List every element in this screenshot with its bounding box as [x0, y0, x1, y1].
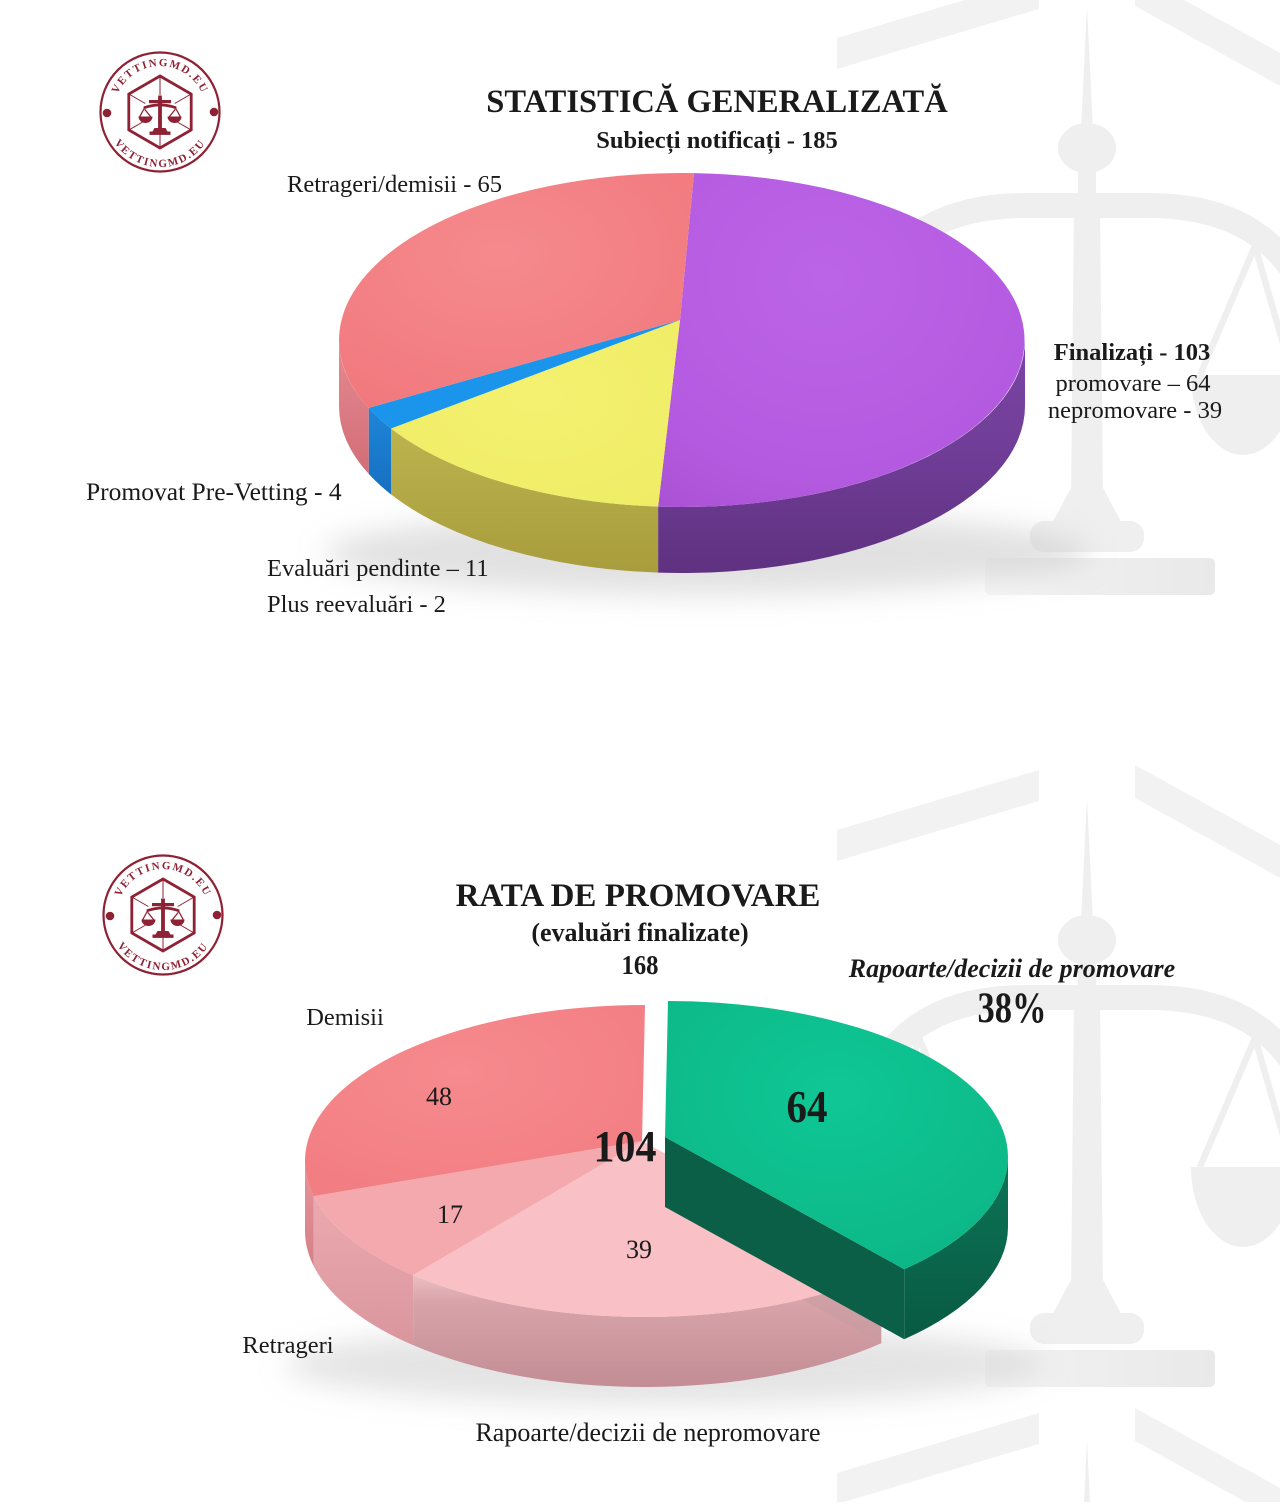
svg-text:Retrageri: Retrageri: [242, 1332, 333, 1359]
svg-text:Rapoarte/decizii de promovare: Rapoarte/decizii de promovare: [848, 954, 1175, 983]
svg-text:Rapoarte/decizii de nepromovar: Rapoarte/decizii de nepromovare: [475, 1418, 820, 1447]
svg-text:104: 104: [594, 1122, 657, 1171]
svg-text:nepromovare - 39: nepromovare - 39: [1048, 397, 1222, 424]
svg-text:RATA DE PROMOVARE: RATA DE PROMOVARE: [456, 878, 821, 914]
svg-text:168: 168: [622, 950, 659, 980]
svg-text:Evaluări pendinte – 11: Evaluări pendinte – 11: [267, 555, 489, 582]
svg-text:Finalizați - 103: Finalizați - 103: [1054, 339, 1211, 367]
svg-text:Promovat Pre-Vetting - 4: Promovat Pre-Vetting - 4: [86, 477, 342, 506]
svg-text:48: 48: [426, 1082, 452, 1111]
svg-text:38%: 38%: [978, 985, 1047, 1032]
svg-text:39: 39: [626, 1235, 652, 1264]
svg-text:STATISTICĂ GENERALIZATĂ: STATISTICĂ GENERALIZATĂ: [486, 84, 948, 120]
svg-text:promovare – 64: promovare – 64: [1055, 370, 1210, 397]
svg-text:Retrageri/demisii - 65: Retrageri/demisii - 65: [287, 171, 502, 198]
svg-text:64: 64: [787, 1081, 828, 1132]
svg-text:Subiecți notificați - 185: Subiecți notificați - 185: [596, 127, 838, 155]
svg-text:(evaluări finalizate): (evaluări finalizate): [531, 918, 748, 947]
svg-text:Plus reevaluări - 2: Plus reevaluări - 2: [267, 591, 446, 618]
svg-text:Demisii: Demisii: [306, 1004, 384, 1031]
svg-text:17: 17: [437, 1200, 463, 1229]
